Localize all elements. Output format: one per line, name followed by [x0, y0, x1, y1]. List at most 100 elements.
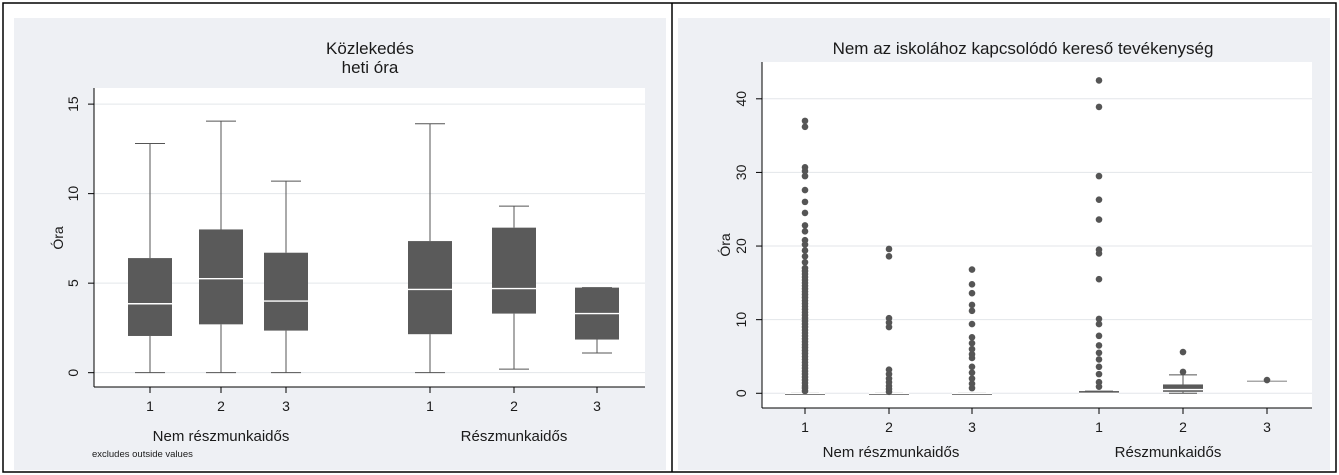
box-4 [1079, 77, 1119, 394]
outlier-point [1095, 275, 1103, 283]
outlier-point [801, 236, 809, 244]
y-tick-label: 30 [733, 164, 749, 180]
chart-right-group-1: Nem részmunkaidős [823, 444, 960, 461]
box-body [492, 227, 536, 314]
chart-left-group-1: Nem részmunkaidős [153, 428, 290, 445]
x-tick-label: 1 [1095, 419, 1103, 435]
box-1 [785, 117, 825, 395]
chart-left-subtitle: heti óra [342, 58, 399, 77]
outlier-point [1095, 103, 1103, 111]
x-tick-label: 3 [1263, 419, 1271, 435]
outlier-point [801, 228, 809, 235]
x-tick-label: 1 [801, 419, 809, 435]
outlier-point [968, 375, 976, 382]
outlier-point [968, 289, 976, 297]
x-tick-label: 3 [593, 398, 601, 414]
y-tick-label: 5 [65, 279, 81, 287]
x-tick-label: 1 [146, 398, 154, 414]
outlier-point [968, 307, 976, 315]
y-tick-label: 20 [733, 238, 749, 254]
chart-left-boxes [128, 120, 619, 374]
box-5 [492, 205, 536, 370]
outlier-point [801, 247, 809, 254]
x-tick-label: 2 [217, 398, 225, 414]
outlier-point [801, 163, 809, 171]
outlier-point [968, 301, 976, 309]
chart-right-grid [762, 98, 1312, 394]
chart-left-x-ticks: 1 2 3 1 2 3 [146, 387, 601, 414]
outlier-point [801, 123, 809, 131]
outlier-point [968, 266, 976, 273]
box-body [952, 393, 992, 395]
outlier-point [1095, 370, 1103, 378]
x-tick-label: 3 [968, 419, 976, 435]
outlier-point [1095, 320, 1103, 328]
chart-right-group-2: Részmunkaidős [1115, 444, 1222, 461]
box-body [264, 252, 308, 331]
y-tick-label: 10 [733, 312, 749, 328]
box-body [199, 229, 243, 325]
chart-right-y-ticks: 0 10 20 30 40 [733, 91, 762, 397]
outlier-point [968, 363, 976, 371]
y-tick-label: 40 [733, 91, 749, 107]
outlier-point [1095, 216, 1103, 223]
box-2 [199, 120, 243, 374]
outlier-point [885, 366, 893, 374]
outlier-point [1263, 376, 1271, 384]
box-4 [408, 123, 452, 374]
chart-left-grid [94, 103, 645, 374]
outlier-point [968, 339, 976, 347]
outlier-point [968, 345, 976, 353]
outlier-point [1095, 196, 1103, 203]
outlier-point [1095, 363, 1103, 371]
chart-left-group-2: Részmunkaidős [461, 428, 568, 445]
box-body [1163, 384, 1203, 392]
x-tick-label: 1 [426, 398, 434, 414]
box-3 [264, 180, 308, 374]
outlier-point [801, 264, 809, 272]
outlier-point [801, 117, 809, 125]
outlier-point [968, 320, 976, 328]
outlier-point [1095, 378, 1103, 386]
outlier-point [1179, 368, 1187, 376]
x-tick-label: 2 [1179, 419, 1187, 435]
outlier-point [1095, 342, 1103, 349]
outlier-point [801, 209, 809, 217]
outlier-point [801, 198, 809, 206]
chart-left: 0 5 10 15 1 2 3 1 2 3 Közlekedés heti óra Óra Ne… [14, 18, 666, 470]
x-tick-label: 2 [510, 398, 518, 414]
outlier-point [801, 258, 809, 266]
chart-left-ylabel: Óra [50, 226, 66, 250]
chart-left-plot-area [94, 88, 645, 387]
outlier-point [1095, 349, 1103, 357]
box-3 [952, 266, 992, 395]
chart-left-note: excludes outside values [92, 449, 193, 460]
y-tick-label: 0 [733, 389, 749, 397]
outlier-point [1179, 348, 1187, 356]
outlier-point [1095, 332, 1103, 340]
box-5 [1163, 348, 1203, 394]
outlier-point [1095, 356, 1103, 363]
outlier-point [801, 172, 809, 180]
box-2 [869, 245, 909, 396]
box-body [1079, 391, 1119, 394]
x-tick-label: 2 [885, 419, 893, 435]
outlier-point [885, 245, 893, 253]
box-6 [575, 287, 619, 354]
box-body [128, 258, 172, 336]
outlier-point [1095, 172, 1103, 180]
chart-left-title: Közlekedés [326, 39, 414, 58]
chart-right: 0 10 20 30 40 1 2 3 1 2 3 Nem az iskolához kapcso… [678, 18, 1330, 470]
outlier-point [968, 369, 976, 376]
y-tick-label: 15 [65, 96, 81, 112]
y-tick-label: 10 [65, 186, 81, 202]
chart-right-x-ticks: 1 2 3 1 2 3 [801, 408, 1271, 435]
outlier-point [1095, 246, 1103, 254]
chart-right-ylabel: Óra [717, 233, 733, 257]
outlier-point [885, 314, 893, 322]
outlier-point [968, 334, 976, 341]
chart-left-y-ticks: 0 5 10 15 [65, 96, 94, 377]
outlier-point [801, 222, 809, 229]
outlier-point [968, 281, 976, 288]
